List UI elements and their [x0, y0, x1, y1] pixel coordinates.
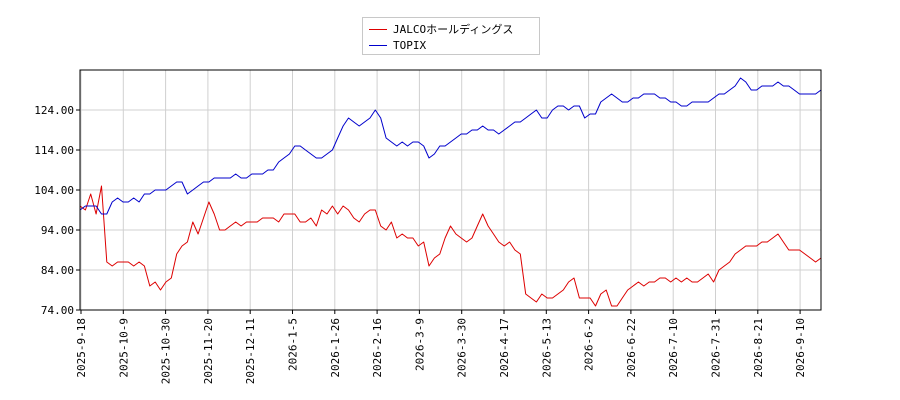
x-tick-label: 2026-9-10: [794, 318, 807, 378]
x-tick-label: 2026-7-10: [667, 318, 680, 378]
legend-label-topix: TOPIX: [393, 38, 427, 52]
y-axis: 74.00 84.00 94.00 104.00 114.00 124.00: [34, 104, 80, 317]
x-tick-label: 2026-4-17: [498, 318, 511, 378]
legend-swatch-jalco: [369, 28, 387, 30]
x-tick-label: 2026-6-22: [625, 318, 638, 378]
legend-item-jalco: JALCOホールディングス: [369, 21, 513, 37]
x-tick-label: 2026-7-31: [710, 318, 723, 378]
x-tick-label: 2025-11-20: [202, 318, 215, 384]
x-tick-label: 2026-1-26: [329, 318, 342, 378]
series-line-topix: [79, 77, 822, 215]
x-tick-label: 2025-10-30: [160, 318, 173, 384]
y-tick-label: 94.00: [41, 224, 74, 237]
y-tick-label: 104.00: [34, 184, 74, 197]
x-tick-label: 2026-3-9: [413, 318, 426, 371]
series-line-jalco: [79, 185, 822, 307]
x-tick-label: 2026-3-30: [456, 318, 469, 378]
x-tick-label: 2026-5-13: [540, 318, 553, 378]
x-tick-label: 2026-6-2: [583, 318, 596, 371]
y-tick-label: 124.00: [34, 104, 74, 117]
legend-label-jalco: JALCOホールディングス: [393, 23, 514, 36]
x-tick-label: 2026-8-21: [752, 318, 765, 378]
x-tick-label: 2026-1-5: [287, 318, 300, 371]
x-axis: 2025-9-18 2025-10-9 2025-10-30 2025-11-20 20…: [75, 310, 807, 384]
y-tick-label: 84.00: [41, 264, 74, 277]
legend-swatch-topix: [369, 44, 387, 46]
grid: [80, 70, 821, 311]
x-tick-label: 2025-12-11: [244, 318, 257, 384]
y-tick-label: 114.00: [34, 144, 74, 157]
x-tick-label: 2025-10-9: [117, 318, 130, 378]
x-tick-label: 2025-9-18: [75, 318, 88, 378]
x-tick-label: 2026-2-16: [371, 318, 384, 378]
legend: JALCOホールディングス TOPIX: [362, 17, 540, 55]
y-tick-label: 74.00: [41, 304, 74, 317]
series-layer: [79, 77, 822, 307]
legend-item-topix: TOPIX: [369, 37, 426, 53]
